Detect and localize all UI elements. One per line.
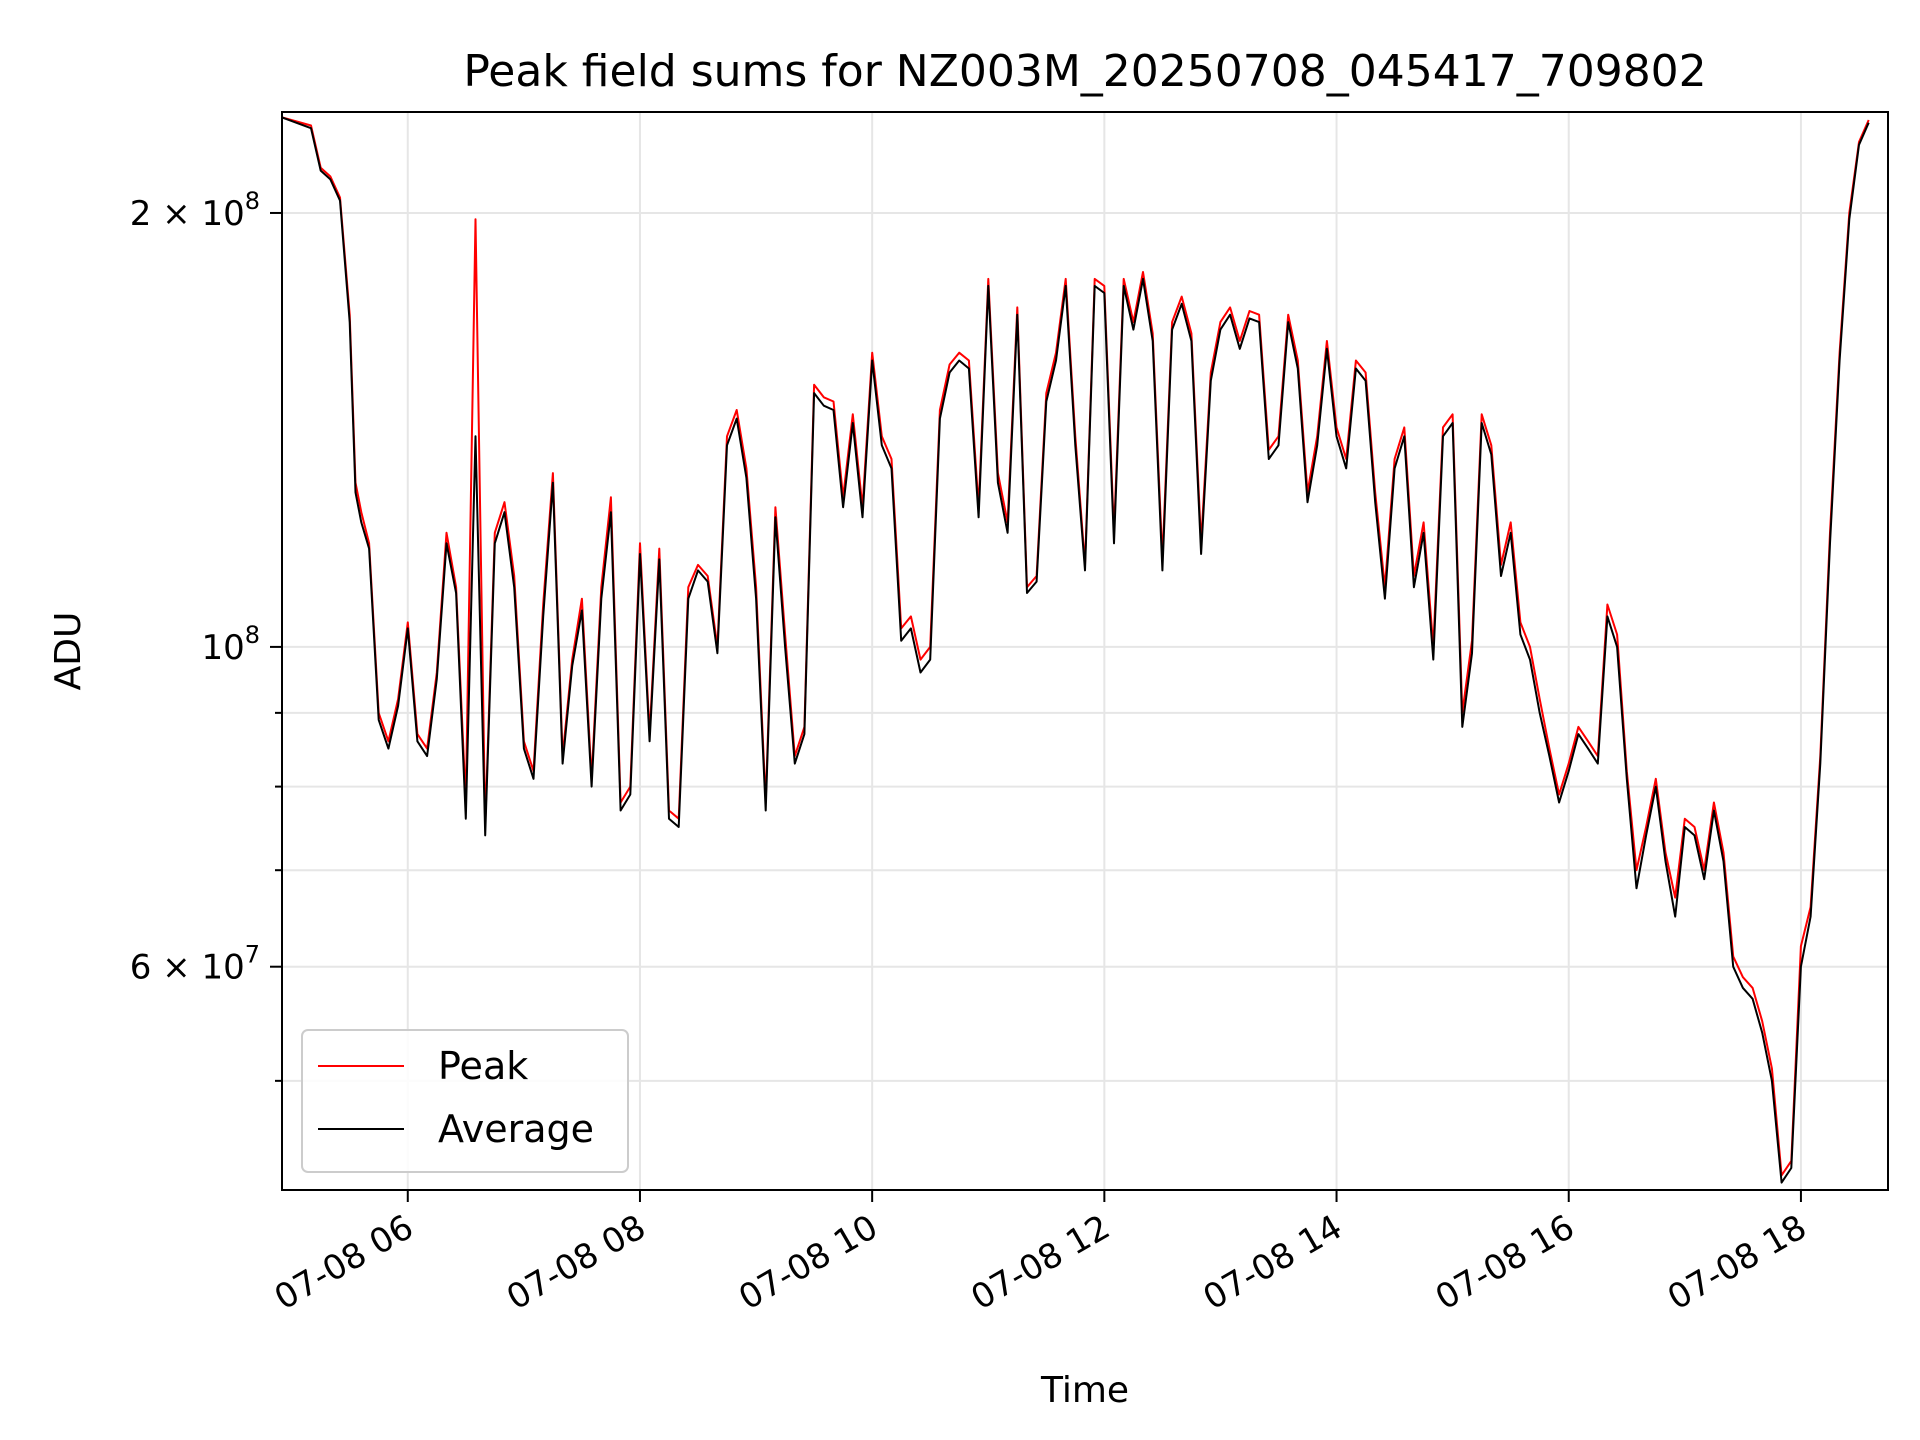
series-line-average [281,116,1870,1184]
y-tick-label-exponent: 7 [245,941,260,969]
y-tick-label-exponent: 8 [245,187,260,215]
y-tick-label: 2 × 108 [130,187,260,234]
x-axis-label: Time [1040,1370,1129,1411]
series-layer [281,116,1870,1184]
legend-label-average: Average [438,1107,594,1151]
y-tick-label-base: 6 × 10 [130,948,245,988]
y-tick-label: 6 × 107 [130,941,260,988]
legend-label-peak: Peak [438,1044,528,1088]
y-tick-label-base: 2 × 10 [130,194,245,234]
y-tick-label-base: 10 [201,628,244,668]
plot-frame [281,111,1889,1191]
legend: Peak Average [301,1029,629,1173]
y-axis-label: ADU [48,612,89,691]
grid [282,112,1888,1190]
y-tick-label: 108 [201,621,260,668]
chart-title: Peak field sums for NZ003M_20250708_0454… [463,46,1706,97]
y-tick-label-exponent: 8 [245,621,260,649]
